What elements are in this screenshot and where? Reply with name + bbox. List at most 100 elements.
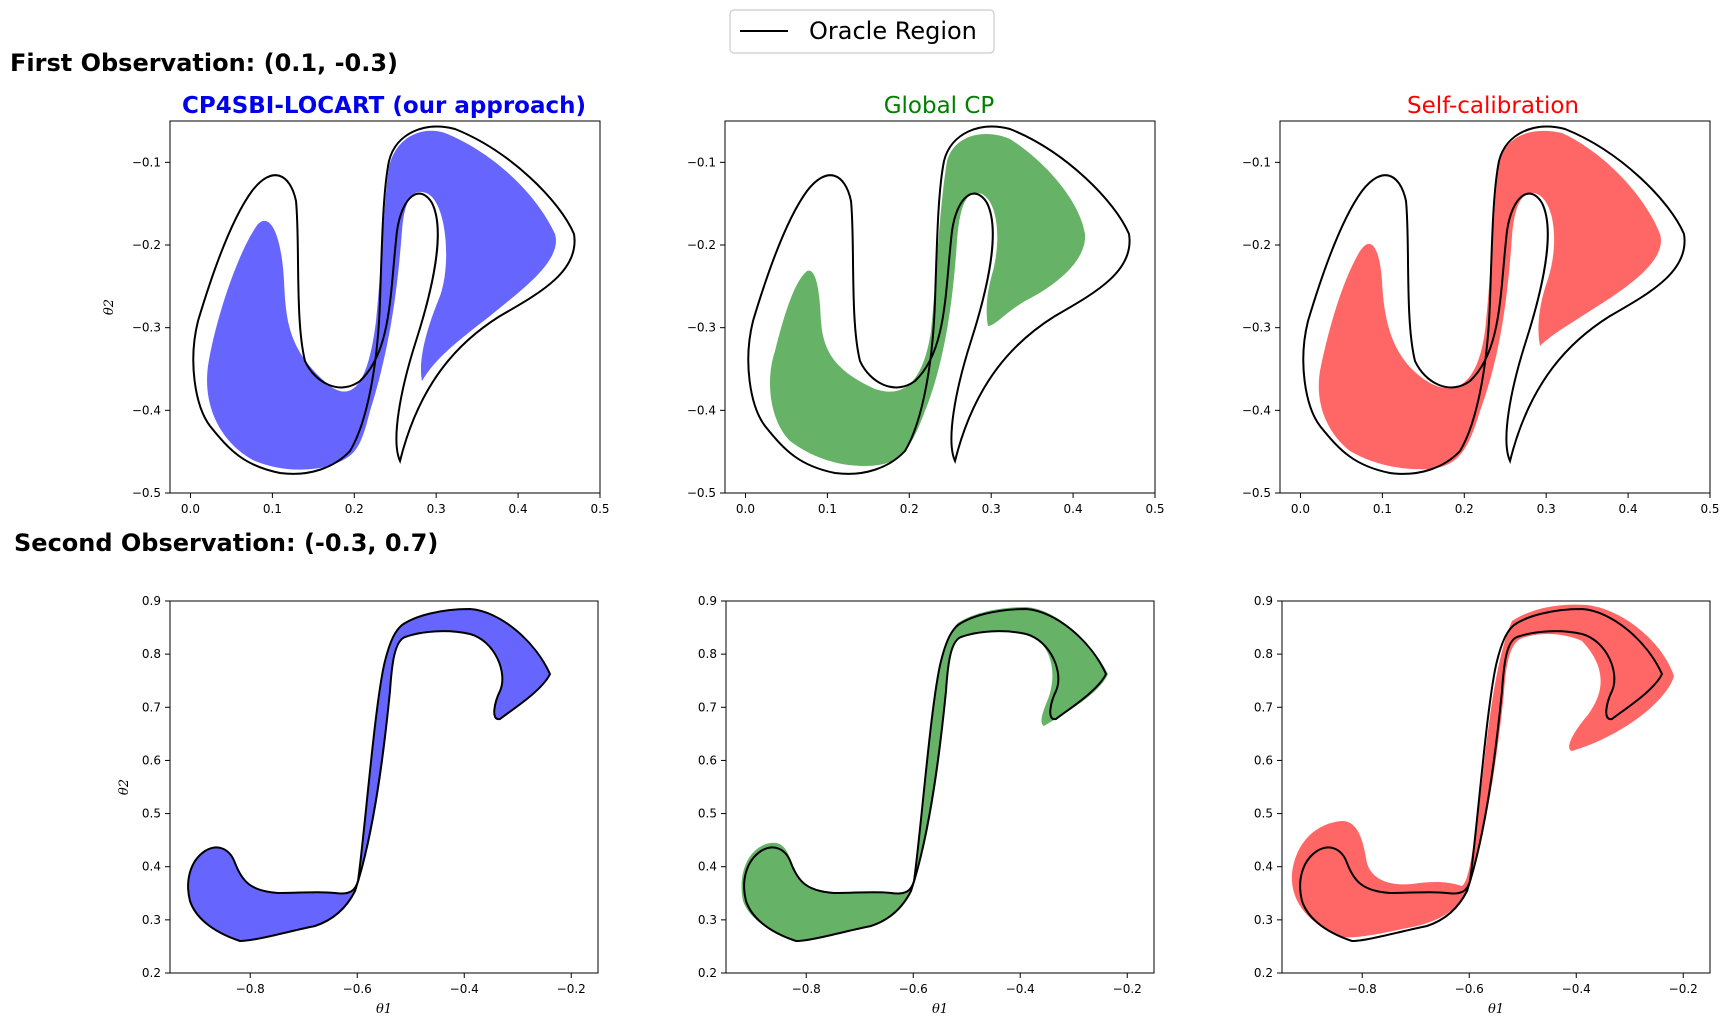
y-tick-label: −0.4 bbox=[132, 403, 161, 417]
x-tick-label: 0.1 bbox=[263, 502, 282, 516]
x-tick-label: −0.2 bbox=[1669, 982, 1698, 996]
panel-row2-global-cp: −0.8 −0.6 −0.4 −0.2 0.20.30.40.50.60.70.80.… bbox=[698, 594, 1155, 996]
x-tick-label: −0.4 bbox=[1562, 982, 1591, 996]
panel-row1-locart: 0.0 0.1 0.2 0.3 0.4 0.5 −0.1 −0.2 −0.3 −0.4 −0.5 bbox=[132, 120, 610, 516]
y-tick-label: 0.6 bbox=[698, 753, 717, 767]
y-tick-label: 0.3 bbox=[1254, 913, 1273, 927]
x-tick-label: 0.3 bbox=[427, 502, 446, 516]
y-tick-label: 0.8 bbox=[698, 647, 717, 661]
panel-title-global-cp: Global CP bbox=[884, 93, 995, 119]
panel-row2-locart: −0.8 −0.6 −0.4 −0.2 0.20.30.40.50.60.70.80.… bbox=[142, 594, 599, 996]
x-tick-label: 0.2 bbox=[345, 502, 364, 516]
y-tick-label: 0.2 bbox=[142, 966, 161, 980]
x-tick-label: 0.5 bbox=[590, 502, 609, 516]
y-tick-label: 0.2 bbox=[698, 966, 717, 980]
y-tick-label: −0.3 bbox=[1242, 321, 1271, 335]
x-tick-label: 0.5 bbox=[1145, 502, 1164, 516]
y-ticks: 0.2 0.3 0.4 0.5 0.6 0.7 0.8 0.9 bbox=[698, 594, 726, 980]
y-tick-label: 0.7 bbox=[698, 700, 717, 714]
oracle-region-outline bbox=[1299, 607, 1664, 943]
y-tick-label: 0.5 bbox=[1254, 807, 1273, 821]
x-tick-label: −0.6 bbox=[899, 982, 928, 996]
y-ticks: −0.1 −0.2 −0.3 −0.4 −0.5 bbox=[1242, 155, 1280, 500]
panel-title-locart: CP4SBI-LOCART (our approach) bbox=[182, 93, 586, 119]
x-tick-label: −0.4 bbox=[1006, 982, 1035, 996]
x-tick-label: 0.1 bbox=[818, 502, 837, 516]
x-ticks: −0.8 −0.6 −0.4 −0.2 bbox=[792, 973, 1142, 996]
y-tick-label: 0.8 bbox=[142, 647, 161, 661]
y-tick-label: −0.2 bbox=[1242, 238, 1271, 252]
y-tick-label: 0.9 bbox=[698, 594, 717, 608]
y-tick-label: 0.5 bbox=[698, 807, 717, 821]
y-tick-label: 0.2 bbox=[1254, 966, 1273, 980]
y-tick-label: −0.5 bbox=[1242, 486, 1271, 500]
x-tick-label: 0.4 bbox=[509, 502, 528, 516]
panel-row1-global-cp: 0.0 0.1 0.2 0.3 0.4 0.5 −0.1 −0.2 −0.3 −0.4 −0.5 bbox=[687, 120, 1165, 516]
x-axis-label-panel6: θ1 bbox=[1488, 1002, 1504, 1017]
y-ticks: 0.2 0.3 0.4 0.5 0.6 0.7 0.8 0.9 bbox=[1254, 594, 1282, 980]
y-tick-label: 0.8 bbox=[1254, 647, 1273, 661]
prediction-region bbox=[207, 130, 556, 470]
x-tick-label: 0.2 bbox=[1455, 502, 1474, 516]
y-tick-label: 0.7 bbox=[1254, 700, 1273, 714]
y-tick-label: −0.2 bbox=[132, 238, 161, 252]
x-tick-label: −0.2 bbox=[1113, 982, 1142, 996]
oracle-region-outline bbox=[747, 125, 1131, 475]
y-tick-label: −0.4 bbox=[687, 403, 716, 417]
y-tick-label: 0.7 bbox=[142, 700, 161, 714]
prediction-region bbox=[188, 609, 550, 941]
oracle-region-outline bbox=[192, 125, 576, 475]
x-tick-label: 0.4 bbox=[1619, 502, 1638, 516]
x-ticks: −0.8 −0.6 −0.4 −0.2 bbox=[1348, 973, 1698, 996]
x-tick-label: 0.5 bbox=[1700, 502, 1719, 516]
y-tick-label: 0.9 bbox=[1254, 594, 1273, 608]
x-tick-label: 0.0 bbox=[181, 502, 200, 516]
panel-title-self-calibration: Self-calibration bbox=[1407, 93, 1579, 119]
x-tick-label: 0.1 bbox=[1373, 502, 1392, 516]
y-tick-label: −0.3 bbox=[687, 321, 716, 335]
panel-row2-self-calibration: −0.8 −0.6 −0.4 −0.2 0.20.30.40.50.60.70.80.… bbox=[1254, 594, 1711, 996]
y-tick-label: −0.2 bbox=[687, 238, 716, 252]
x-tick-label: 0.3 bbox=[982, 502, 1001, 516]
y-tick-label: 0.6 bbox=[1254, 753, 1273, 767]
y-axis-label-row1: θ2 bbox=[102, 299, 117, 315]
x-ticks: 0.0 0.1 0.2 0.3 0.4 0.5 bbox=[181, 493, 610, 516]
y-ticks: −0.1 −0.2 −0.3 −0.4 −0.5 bbox=[687, 155, 725, 500]
x-tick-label: 0.4 bbox=[1064, 502, 1083, 516]
y-tick-label: −0.3 bbox=[132, 321, 161, 335]
legend: Oracle Region bbox=[729, 9, 995, 54]
prediction-region bbox=[770, 134, 1086, 466]
x-ticks: −0.8 −0.6 −0.4 −0.2 bbox=[236, 973, 586, 996]
y-tick-label: −0.5 bbox=[132, 486, 161, 500]
x-tick-label: −0.8 bbox=[792, 982, 821, 996]
x-tick-label: 0.0 bbox=[1291, 502, 1310, 516]
legend-label: Oracle Region bbox=[809, 17, 977, 45]
y-tick-label: 0.6 bbox=[142, 753, 161, 767]
x-tick-label: −0.6 bbox=[1455, 982, 1484, 996]
y-tick-label: 0.4 bbox=[1254, 860, 1273, 874]
panel-row1-self-calibration: 0.0 0.1 0.2 0.3 0.4 0.5 −0.1 −0.2 −0.3 −0.4 −0.5 bbox=[1242, 120, 1720, 516]
oracle-region-outline bbox=[187, 607, 552, 943]
x-tick-label: −0.6 bbox=[343, 982, 372, 996]
y-tick-label: 0.4 bbox=[142, 860, 161, 874]
y-ticks: 0.2 0.3 0.4 0.5 0.6 0.7 0.8 0.9 bbox=[142, 594, 170, 980]
x-ticks: 0.0 0.1 0.2 0.3 0.4 0.5 bbox=[1291, 493, 1720, 516]
oracle-region-outline bbox=[1302, 125, 1686, 475]
y-tick-label: −0.5 bbox=[687, 486, 716, 500]
y-tick-label: 0.5 bbox=[142, 807, 161, 821]
y-tick-label: −0.1 bbox=[687, 155, 716, 169]
x-tick-label: 0.0 bbox=[736, 502, 755, 516]
row-title-second: Second Observation: (-0.3, 0.7) bbox=[14, 529, 438, 557]
y-tick-label: −0.1 bbox=[132, 155, 161, 169]
y-axis-label-row2: θ2 bbox=[117, 779, 132, 795]
x-tick-label: 0.3 bbox=[1537, 502, 1556, 516]
x-tick-label: −0.2 bbox=[557, 982, 586, 996]
y-tick-label: 0.4 bbox=[698, 860, 717, 874]
y-ticks: −0.1 −0.2 −0.3 −0.4 −0.5 bbox=[132, 155, 170, 500]
y-tick-label: 0.3 bbox=[142, 913, 161, 927]
y-tick-label: 0.9 bbox=[142, 594, 161, 608]
x-tick-label: 0.2 bbox=[900, 502, 919, 516]
x-tick-label: −0.8 bbox=[1348, 982, 1377, 996]
y-tick-label: 0.3 bbox=[698, 913, 717, 927]
